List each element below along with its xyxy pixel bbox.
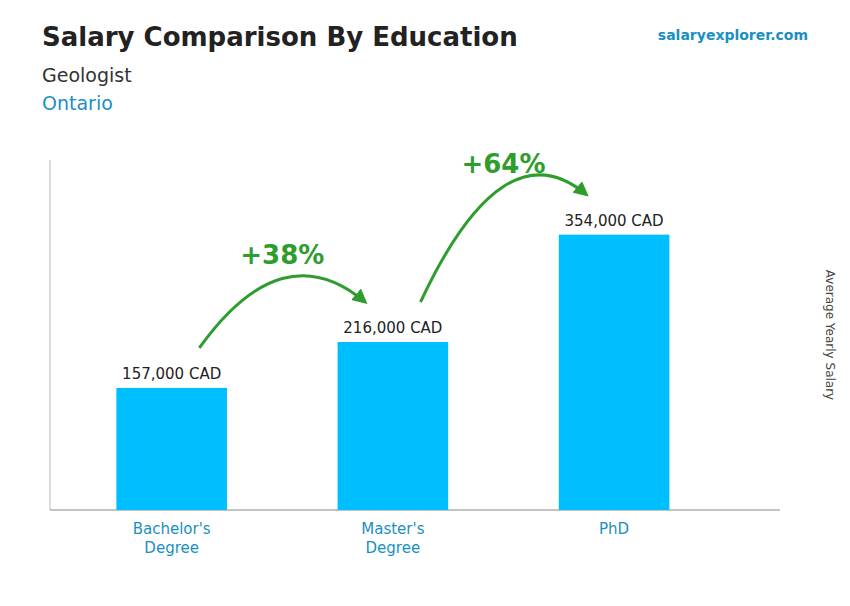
bar [559, 235, 670, 510]
x-tick-label: Bachelor'sDegree [133, 520, 211, 557]
title: Salary Comparison By Education [42, 22, 518, 52]
annotation-arrow [421, 175, 587, 302]
x-tick-label-line: Master's [361, 520, 424, 538]
annotation: +64% [461, 149, 545, 179]
x-tick-label-line: Degree [366, 539, 421, 557]
annotation-arrow [199, 276, 365, 348]
subtitle: Geologist [42, 64, 132, 86]
chart-container: Salary Comparison By Education Geologist O… [0, 0, 850, 606]
x-tick-label: PhD [599, 520, 629, 538]
x-tick-label: Master'sDegree [361, 520, 424, 557]
y-axis-line [50, 160, 51, 510]
annotation: +38% [240, 240, 324, 270]
watermark: salaryexplorer.com [658, 27, 808, 43]
data-label: 157,000 CAD [122, 365, 221, 383]
y-axis-label: Average Yearly Salary [823, 270, 837, 400]
bar [338, 342, 449, 510]
x-tick-label-line: PhD [599, 520, 629, 538]
x-tick-label-line: Bachelor's [133, 520, 211, 538]
bars [116, 235, 669, 510]
subtitle: Ontario [42, 92, 113, 114]
chart-svg: Salary Comparison By Education Geologist O… [0, 0, 850, 606]
data-label: 216,000 CAD [343, 319, 442, 337]
data-label: 354,000 CAD [565, 212, 664, 230]
bar [116, 388, 227, 510]
x-tick-label-line: Degree [144, 539, 199, 557]
